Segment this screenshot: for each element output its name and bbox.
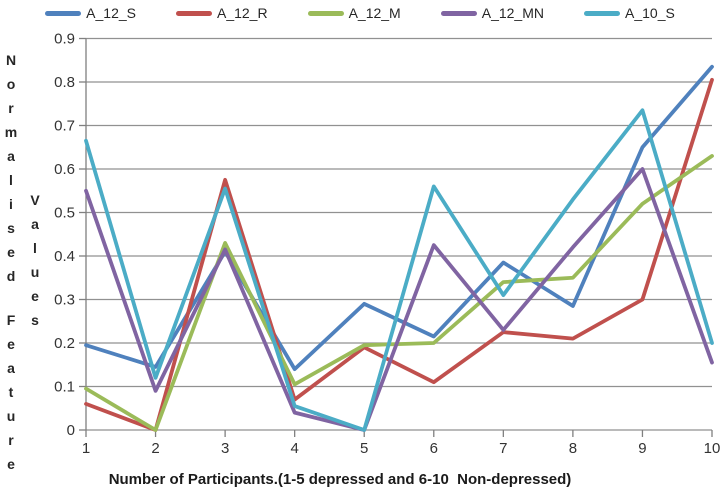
legend-item-A_12_MN: A_12_MN [440, 5, 544, 21]
legend-swatch-icon [175, 10, 212, 16]
series-line-A_12_S [84, 64, 714, 372]
legend-item-A_12_S: A_12_S [45, 5, 136, 21]
x-tick-label: 3 [221, 440, 229, 457]
y-tick-label: 0 [67, 422, 75, 439]
legend-label: A_12_R [216, 5, 268, 21]
legend: A_12_S A_12_R A_12_M A_12_MN A_10_S [0, 3, 720, 23]
y-axis-label-values: Values [27, 192, 43, 336]
series-line-A_12_M [84, 154, 714, 432]
legend-label: A_12_M [348, 5, 401, 21]
legend-label: A_12_MN [481, 5, 544, 21]
y-tick-label: 0.5 [54, 205, 75, 222]
legend-item-A_12_M: A_12_M [307, 5, 401, 21]
x-axis-title: Number of Participants.(1-5 depressed an… [108, 471, 572, 488]
y-tick-label: 0.7 [54, 118, 75, 135]
series-line-A_12_MN [84, 167, 714, 432]
y-tick-label: 0.6 [54, 161, 75, 178]
legend-label: A_10_S [625, 5, 675, 21]
legend-item-A_12_R: A_12_R [175, 5, 268, 21]
x-tick-label: 10 [704, 440, 720, 457]
y-axis-label-normalised: Normalised [3, 52, 19, 292]
x-tick-label: 8 [569, 440, 577, 457]
legend-item-A_10_S: A_10_S [584, 5, 675, 21]
x-tick-label: 1 [82, 440, 90, 457]
x-tick-label: 2 [151, 440, 159, 457]
y-tick-label: 0.2 [54, 335, 75, 352]
legend-swatch-icon [440, 10, 477, 16]
legend-swatch-icon [307, 10, 344, 16]
y-axis-label-feature: Feature [3, 312, 19, 480]
legend-swatch-icon [45, 10, 82, 16]
y-tick-label: 0.8 [54, 74, 75, 91]
y-tick-label: 0.1 [54, 379, 75, 396]
x-tick-label: 6 [430, 440, 438, 457]
legend-swatch-icon [584, 10, 620, 16]
x-tick-label: 9 [638, 440, 646, 457]
x-tick-label: 7 [499, 440, 507, 457]
y-tick-label: 0.4 [54, 248, 75, 265]
x-tick-label: 4 [290, 440, 298, 457]
series-line-A_12_R [84, 77, 714, 432]
x-tick-label: 5 [360, 440, 368, 457]
y-tick-label: 0.3 [54, 292, 75, 309]
y-tick-label: 0.9 [54, 31, 75, 48]
series-line-A_10_S [84, 108, 714, 432]
legend-label: A_12_S [86, 5, 136, 21]
